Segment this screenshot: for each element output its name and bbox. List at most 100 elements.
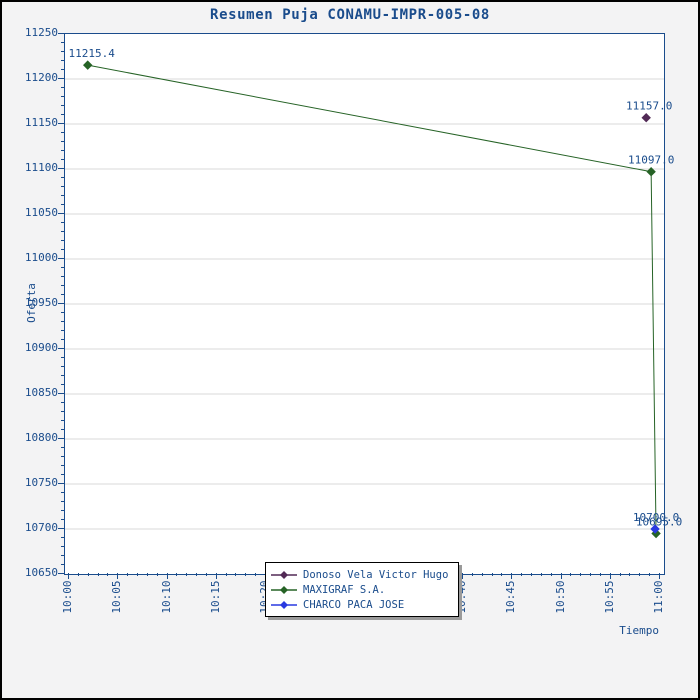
y-axis-major-tick (58, 483, 64, 484)
y-axis-minor-tick (61, 312, 64, 313)
plot-area: 11157.0 11215.4 11097.0 10695.0 10700.0 (64, 33, 682, 575)
y-axis-major-tick (58, 528, 64, 529)
y-axis-minor-tick (61, 402, 64, 403)
data-point-label: 11157.0 (626, 100, 672, 113)
x-axis-minor-tick (551, 573, 552, 576)
legend-item: Donoso Vela Victor Hugo (271, 567, 448, 582)
data-point-marker (650, 524, 660, 534)
x-axis-minor-tick (600, 573, 601, 576)
x-axis-minor-tick (541, 573, 542, 576)
y-axis-major-tick (58, 78, 64, 79)
x-tick-label: 10:00 (61, 580, 74, 614)
y-axis-minor-tick (61, 456, 64, 457)
y-axis-minor-tick (61, 177, 64, 178)
data-point-label: 10695.0 (636, 516, 682, 529)
y-axis-major-tick (58, 123, 64, 124)
y-axis-minor-tick (61, 240, 64, 241)
y-axis-minor-tick (61, 366, 64, 367)
y-tick-label: 10950 (24, 296, 58, 309)
x-axis-minor-tick (531, 573, 532, 576)
x-axis-minor-tick (501, 573, 502, 576)
x-tick-label: 10:15 (208, 580, 222, 614)
x-axis-minor-tick (206, 573, 207, 576)
y-axis-minor-tick (61, 564, 64, 565)
y-tick-label: 11050 (24, 206, 58, 219)
y-axis-minor-tick (61, 150, 64, 151)
y-tick-label: 10800 (24, 431, 58, 444)
y-axis-major-tick (58, 393, 64, 394)
y-tick-label: 10750 (24, 476, 58, 489)
y-axis-major-tick (58, 573, 64, 574)
y-axis-minor-tick (61, 114, 64, 115)
x-axis-major-tick (462, 573, 463, 579)
y-axis-minor-tick (61, 537, 64, 538)
x-axis-major-tick (659, 573, 660, 579)
x-axis-major-tick (216, 573, 217, 579)
x-axis-minor-tick (176, 573, 177, 576)
x-axis-minor-tick (88, 573, 89, 576)
x-axis-major-tick (117, 573, 118, 579)
y-axis-minor-tick (61, 195, 64, 196)
y-axis-minor-tick (61, 429, 64, 430)
legend-item: MAXIGRAF S.A. (271, 582, 448, 597)
y-axis-minor-tick (61, 555, 64, 556)
y-tick-label: 11150 (24, 116, 58, 129)
x-axis-minor-tick (98, 573, 99, 576)
y-axis-minor-tick (61, 60, 64, 61)
data-point-marker (641, 112, 651, 123)
y-tick-label: 10850 (24, 386, 58, 399)
y-axis-minor-tick (61, 186, 64, 187)
y-axis-minor-tick (61, 546, 64, 547)
y-axis-minor-tick (61, 159, 64, 160)
x-axis-minor-tick (492, 573, 493, 576)
x-tick-label: 10:50 (553, 580, 567, 614)
x-axis-major-tick (68, 573, 69, 579)
x-axis-minor-tick (649, 573, 650, 576)
legend-item-label: MAXIGRAF S.A. (303, 583, 386, 596)
x-axis-minor-tick (78, 573, 79, 576)
y-axis-major-tick (58, 258, 64, 259)
legend-marker-icon (271, 585, 297, 594)
series-line (87, 64, 657, 534)
x-axis-minor-tick (186, 573, 187, 576)
x-tick-label: 10:10 (159, 580, 173, 614)
x-axis-minor-tick (521, 573, 522, 576)
x-axis-minor-tick (570, 573, 571, 576)
y-axis-minor-tick (61, 222, 64, 223)
y-axis-minor-tick (61, 465, 64, 466)
y-axis-minor-tick (61, 69, 64, 70)
y-axis-major-tick (58, 33, 64, 34)
x-axis-minor-tick (137, 573, 138, 576)
x-axis-major-tick (511, 573, 512, 579)
y-axis-minor-tick (61, 447, 64, 448)
x-axis-minor-tick (580, 573, 581, 576)
chart-title: Resumen Puja CONAMU-IMPR-005-08 (210, 7, 490, 23)
y-axis-major-tick (58, 213, 64, 214)
x-tick-label: 10:45 (504, 580, 518, 614)
y-axis-minor-tick (61, 105, 64, 106)
y-axis-minor-tick (61, 132, 64, 133)
y-tick-label: 11200 (24, 71, 58, 84)
y-axis-minor-tick (61, 87, 64, 88)
x-axis-minor-tick (226, 573, 227, 576)
y-axis-minor-tick (61, 267, 64, 268)
x-axis-minor-tick (629, 573, 630, 576)
x-axis-major-tick (610, 573, 611, 579)
x-axis-title: Tiempo (619, 624, 659, 637)
x-tick-label: 11:00 (652, 580, 665, 614)
y-axis-minor-tick (61, 249, 64, 250)
y-axis-minor-tick (61, 474, 64, 475)
data-point-label: 11215.4 (69, 47, 116, 60)
y-axis-minor-tick (61, 420, 64, 421)
y-axis-minor-tick (61, 294, 64, 295)
x-axis-minor-tick (255, 573, 256, 576)
x-axis-minor-tick (196, 573, 197, 576)
x-axis-minor-tick (147, 573, 148, 576)
data-point-marker (83, 60, 93, 70)
y-axis-major-tick (58, 348, 64, 349)
y-axis-minor-tick (61, 321, 64, 322)
y-axis-minor-tick (61, 204, 64, 205)
y-axis-minor-tick (61, 231, 64, 232)
data-point-marker (646, 166, 656, 177)
